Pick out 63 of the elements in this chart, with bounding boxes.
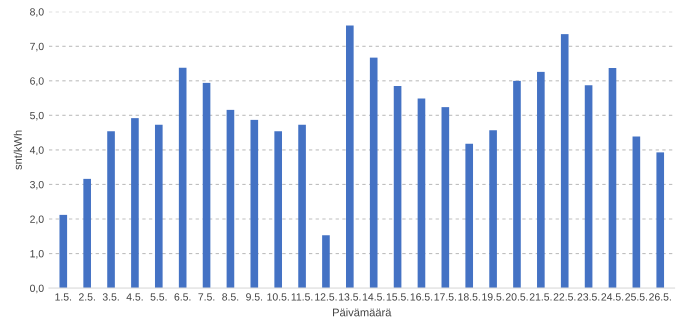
bar [370, 58, 378, 288]
x-tick-label: 13.5. [339, 293, 360, 301]
x-tick-label: 23.5. [578, 293, 600, 301]
bar [83, 178, 91, 288]
y-tick-label: 7,0 [30, 42, 44, 52]
y-tick-label: 2,0 [30, 216, 44, 224]
y-tick-label: 4,0 [30, 146, 44, 156]
y-tick-label: 6,0 [30, 77, 44, 86]
bar [656, 152, 664, 288]
bar [418, 98, 426, 288]
bar [442, 107, 450, 288]
x-tick-label: 3.5. [102, 293, 119, 301]
bar [226, 110, 234, 288]
x-tick-label: 11.5. [292, 293, 312, 301]
x-tick-label: 6.5. [174, 293, 190, 301]
bar [465, 144, 474, 288]
x-tick-label: 26.5. [649, 293, 671, 301]
x-tick-label: 8.5. [222, 293, 238, 301]
x-tick-label: 20.5. [506, 293, 528, 301]
x-tick-label: 19.5. [482, 293, 504, 301]
x-tick-label: 5.5. [150, 293, 167, 301]
bar [346, 26, 354, 288]
x-axis-title: Päivämäärä [333, 308, 392, 316]
x-tick-label: 15.5. [386, 293, 408, 301]
x-tick-label: 18.5. [458, 293, 480, 301]
bar [298, 124, 306, 288]
bar [154, 124, 163, 288]
bar [513, 80, 521, 288]
y-tick-label: 5,0 [30, 112, 44, 120]
bar [250, 120, 258, 288]
bar [632, 136, 640, 288]
x-tick-label: 4.5. [126, 293, 143, 301]
x-tick-label: 14.5. [362, 293, 384, 301]
y-tick-label: 1,0 [30, 250, 44, 259]
x-tick-label: 1.5. [55, 293, 72, 301]
y-tick-label: 0,0 [30, 284, 44, 294]
bar [178, 68, 186, 288]
x-tick-label: 12.5. [315, 293, 337, 301]
x-tick-label: 7.5. [198, 293, 214, 301]
bar [608, 68, 616, 288]
bar [274, 131, 282, 288]
bar [560, 34, 569, 288]
bar [394, 86, 402, 288]
bar [489, 130, 497, 288]
bar [537, 72, 545, 288]
y-tick-label: 8,0 [30, 8, 44, 17]
x-tick-label: 21.5. [530, 293, 552, 301]
x-tick-label: 9.5. [246, 293, 262, 301]
x-tick-label: 25.5. [625, 293, 647, 301]
bar [59, 214, 68, 288]
x-tick-label: 16.5. [410, 293, 432, 301]
y-axis-title: snt/kWh [14, 130, 22, 170]
x-tick-label: 10.5. [267, 293, 289, 301]
bar [131, 118, 139, 288]
x-tick-label: 2.5. [79, 293, 95, 301]
x-tick-label: 22.5. [554, 293, 576, 301]
bar [584, 85, 592, 288]
x-tick-label: 24.5. [601, 293, 624, 301]
bar [322, 235, 330, 288]
y-tick-label: 3,0 [30, 180, 44, 190]
bar [202, 82, 210, 288]
x-tick-label: 17.5. [434, 293, 456, 301]
bar [107, 131, 115, 288]
